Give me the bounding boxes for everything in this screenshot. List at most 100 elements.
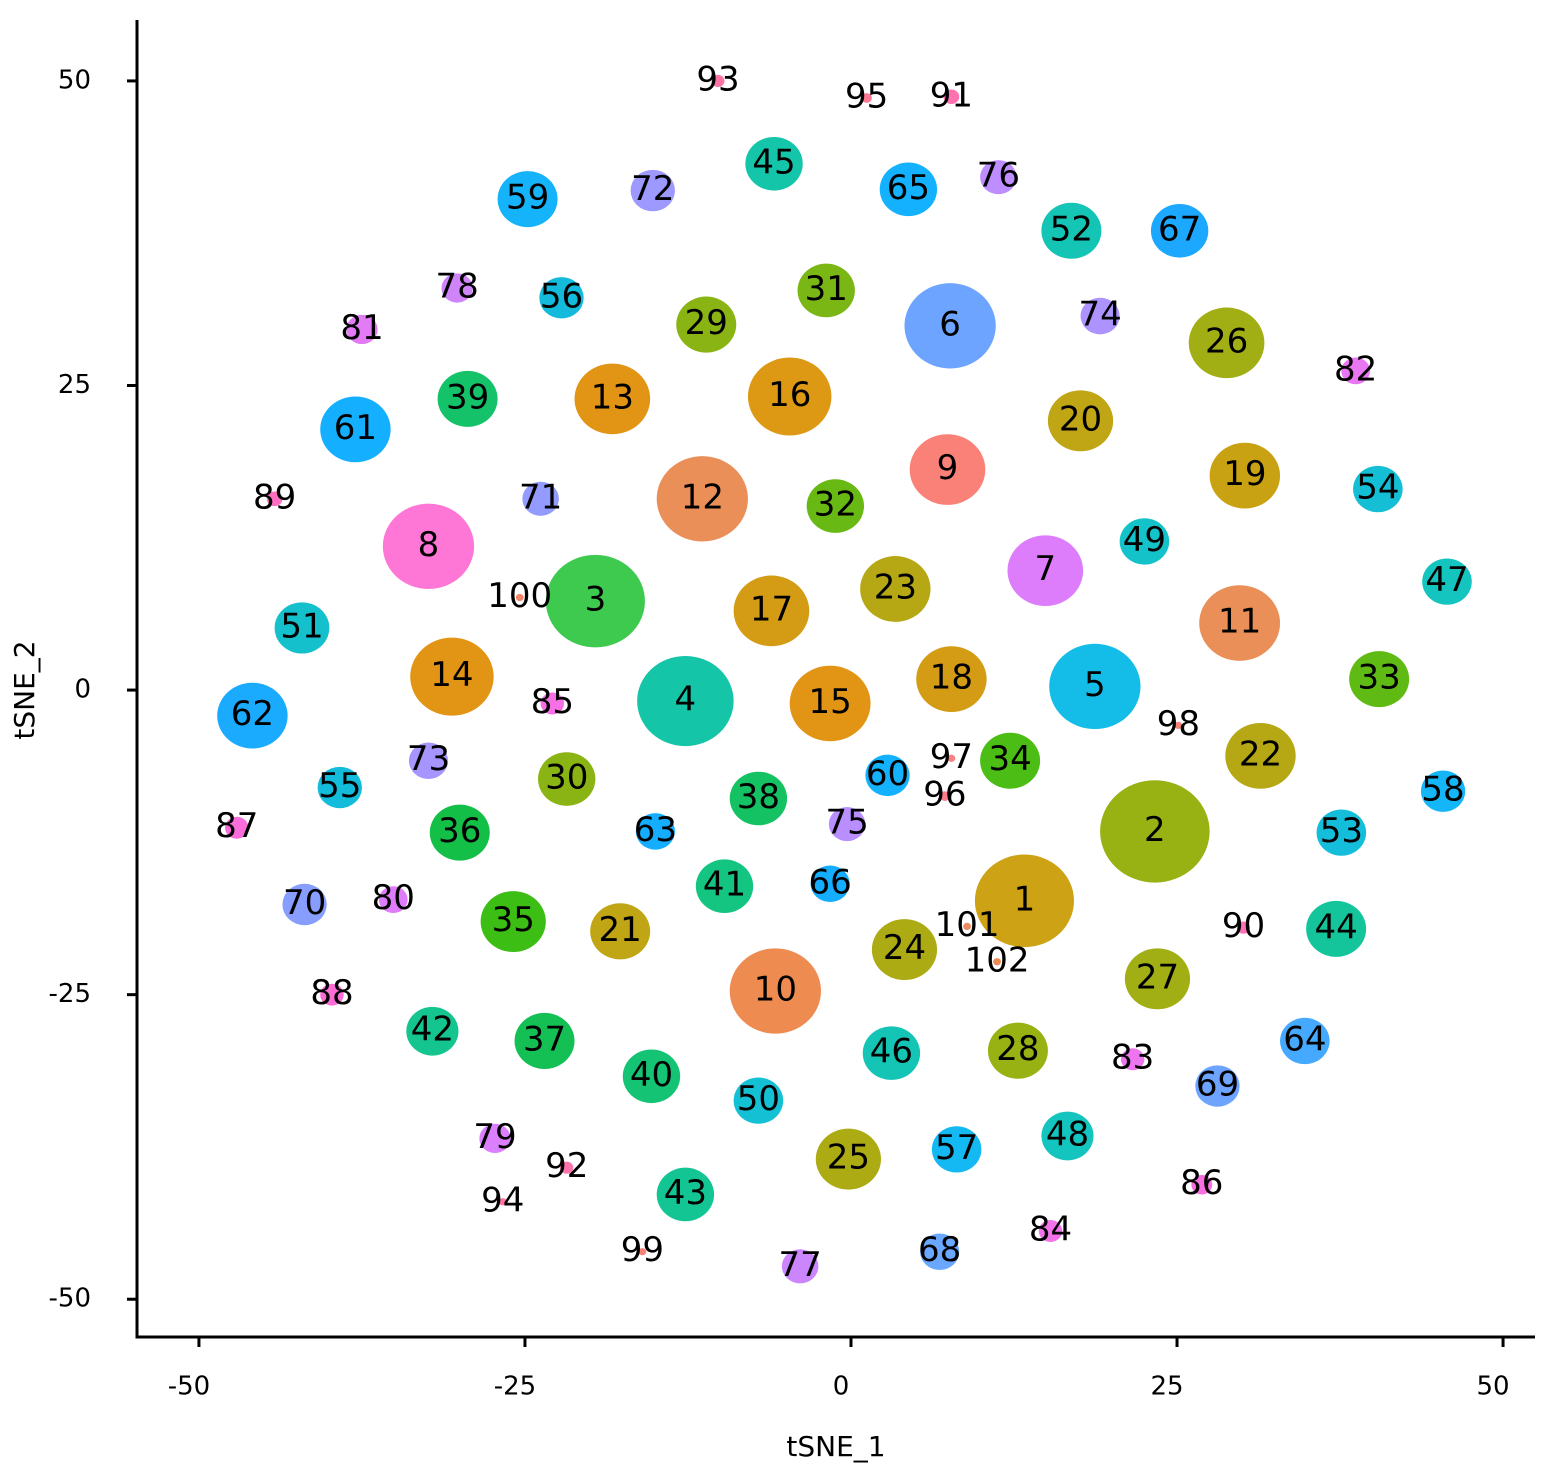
cluster — [871, 919, 938, 981]
cluster-label: 81 — [340, 308, 383, 348]
cluster — [498, 1198, 507, 1206]
cluster — [560, 1161, 574, 1174]
cluster-label: 2 — [1144, 810, 1166, 850]
cluster — [1047, 390, 1114, 452]
cluster — [695, 859, 754, 914]
cluster — [789, 665, 871, 742]
cluster — [630, 169, 675, 212]
cluster-label: 42 — [411, 1010, 454, 1050]
cluster — [1049, 643, 1141, 730]
cluster — [638, 1248, 647, 1256]
cluster — [1199, 585, 1281, 661]
cluster-label: 32 — [814, 485, 857, 525]
cluster — [862, 1026, 921, 1080]
cluster-label: 3 — [585, 580, 607, 620]
cluster — [1237, 921, 1251, 934]
cluster — [1119, 518, 1170, 565]
cluster — [861, 93, 872, 103]
cluster-label: 83 — [1111, 1038, 1154, 1078]
cluster — [963, 922, 971, 931]
cluster — [943, 89, 960, 105]
cluster-label: 87 — [215, 806, 258, 846]
cluster — [993, 958, 1001, 966]
y-tick-label: 0 — [74, 675, 91, 705]
cluster — [987, 1022, 1048, 1079]
cluster — [539, 277, 584, 319]
cluster-label: 74 — [1078, 295, 1121, 335]
cluster — [1188, 307, 1265, 379]
cluster-label: 66 — [808, 862, 851, 902]
cluster-label: 51 — [280, 606, 323, 646]
cluster-label: 7 — [1034, 549, 1056, 589]
cluster — [590, 903, 651, 960]
cluster — [656, 1167, 715, 1222]
cluster-label: 63 — [634, 810, 677, 850]
cluster — [1353, 465, 1403, 513]
cluster-label: 6 — [939, 304, 961, 344]
cluster — [865, 754, 910, 797]
cluster-label: 58 — [1421, 770, 1464, 810]
cluster — [282, 883, 327, 926]
cluster-label: 27 — [1136, 957, 1179, 997]
cluster-label: 88 — [310, 973, 353, 1013]
cluster — [266, 491, 283, 507]
cluster-label: 45 — [752, 142, 795, 182]
cluster-label: 90 — [1222, 906, 1265, 946]
cluster-label: 73 — [407, 739, 450, 779]
cluster-label: 98 — [1157, 704, 1200, 744]
cluster — [320, 983, 344, 1006]
cluster-label: 61 — [334, 408, 377, 448]
cluster-label: 67 — [1158, 209, 1201, 249]
cluster-label: 22 — [1239, 734, 1282, 774]
cluster-label: 101 — [935, 905, 1000, 945]
cluster-label: 85 — [531, 682, 574, 722]
cluster-label: 28 — [996, 1029, 1039, 1069]
cluster-label: 38 — [737, 777, 780, 817]
cluster — [515, 593, 524, 602]
cluster-label: 71 — [519, 477, 562, 517]
cluster — [320, 396, 391, 463]
cluster — [479, 1123, 511, 1154]
cluster — [406, 1006, 459, 1056]
cluster-label: 76 — [977, 156, 1020, 196]
cluster — [622, 1049, 681, 1104]
cluster-label: 41 — [703, 865, 746, 905]
cluster — [1007, 535, 1084, 607]
cluster — [1420, 770, 1466, 812]
cluster-label: 54 — [1356, 468, 1399, 508]
cluster — [1150, 203, 1209, 258]
cluster — [1124, 948, 1191, 1010]
cluster — [676, 296, 737, 353]
cluster-label: 47 — [1425, 560, 1468, 600]
cluster — [815, 1128, 881, 1190]
cluster-label: 46 — [870, 1032, 913, 1072]
cluster — [480, 891, 546, 953]
cluster — [429, 804, 490, 861]
cluster — [980, 160, 1017, 195]
cluster-label: 19 — [1223, 454, 1266, 494]
cluster — [217, 682, 288, 749]
x-tick-label: -25 — [494, 1372, 536, 1402]
cluster — [656, 456, 748, 542]
cluster-label: 29 — [685, 303, 728, 343]
y-axis-title: tSNE_2 — [8, 640, 41, 739]
cluster — [1225, 722, 1296, 789]
cluster-label: 39 — [446, 377, 489, 417]
x-tick-label: -50 — [168, 1372, 210, 1402]
cluster-label: 75 — [825, 803, 868, 843]
cluster-label: 43 — [664, 1173, 707, 1213]
cluster — [408, 742, 449, 780]
cluster-label: 50 — [737, 1079, 780, 1119]
cluster-label: 78 — [436, 267, 479, 307]
cluster — [860, 556, 931, 622]
cluster — [1316, 809, 1367, 856]
cluster-label: 4 — [675, 680, 697, 720]
cluster — [497, 171, 558, 228]
cluster-label: 82 — [1334, 349, 1377, 389]
y-tick-label: -25 — [49, 979, 91, 1009]
cluster-label: 69 — [1196, 1065, 1239, 1105]
cluster — [974, 854, 1074, 948]
cluster — [745, 136, 803, 191]
cluster-label: 33 — [1358, 658, 1401, 698]
cluster — [378, 886, 408, 914]
